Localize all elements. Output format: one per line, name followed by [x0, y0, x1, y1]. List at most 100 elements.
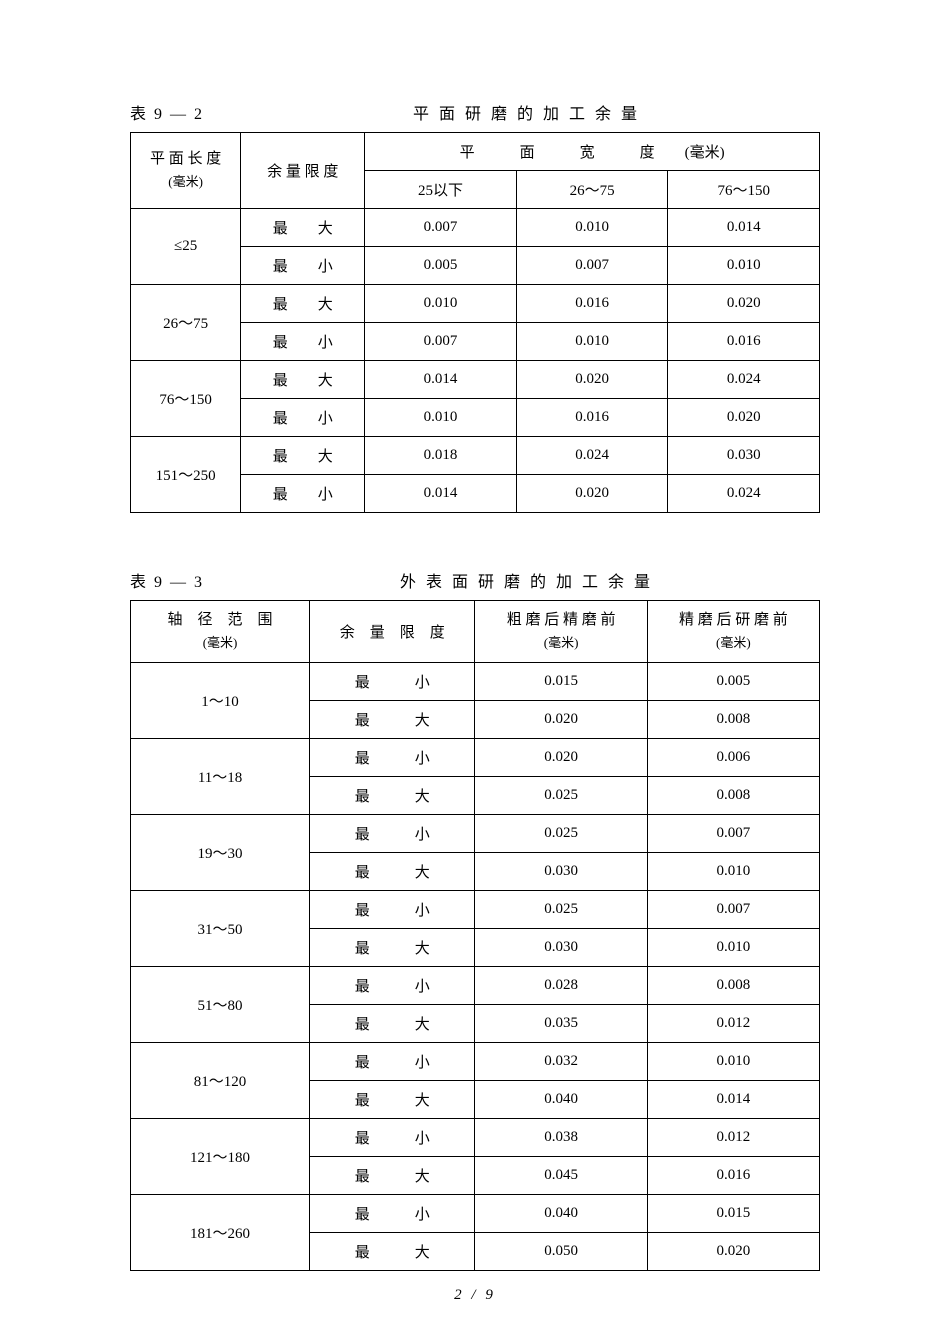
- table1-cell: 0.007: [365, 209, 517, 247]
- table2-cell: 0.010: [647, 1043, 819, 1081]
- table1-cell: 0.010: [365, 399, 517, 437]
- table1-limit: 最 小: [241, 475, 365, 513]
- table1-title: 平面研磨的加工余量: [340, 100, 820, 124]
- table1-label: 表 9 — 2: [130, 100, 340, 124]
- table-row: ≤25 最 大 0.007 0.010 0.014: [131, 209, 820, 247]
- table-row: 151～250 最 大 0.018 0.024 0.030: [131, 437, 820, 475]
- table2-range: 81～120: [131, 1043, 310, 1119]
- table-row: 121～180 最 小 0.038 0.012: [131, 1119, 820, 1157]
- table2-range: 31～50: [131, 891, 310, 967]
- table2-cell: 0.008: [647, 701, 819, 739]
- table-row: 181～260 最 小 0.040 0.015: [131, 1195, 820, 1233]
- table2-header-col1: 粗 磨 后 精 磨 前 (毫米): [475, 601, 647, 663]
- table2-limit: 最 小: [310, 739, 475, 777]
- page-number: 2 / 9: [0, 1287, 950, 1304]
- table1-header-widthgroup: 平 面 宽 度 (毫米): [365, 133, 820, 171]
- table1-header-widthcol0: 25以下: [365, 171, 517, 209]
- table1-limit: 最 大: [241, 285, 365, 323]
- table2-cell: 0.050: [475, 1233, 647, 1271]
- table2-cell: 0.010: [647, 853, 819, 891]
- table1-cell: 0.014: [365, 361, 517, 399]
- table1-header-widthcol1: 26～75: [516, 171, 668, 209]
- table2-header-row: 轴 径 范 围 (毫米) 余 量 限 度 粗 磨 后 精 磨 前 (毫米) 精 …: [131, 601, 820, 663]
- table2-label: 表 9 — 3: [130, 568, 340, 592]
- table1-header-planelength-text: 平 面 长 度: [150, 151, 221, 167]
- table1-cell: 0.007: [365, 323, 517, 361]
- table2-limit: 最 小: [310, 891, 475, 929]
- table1-cell: 0.024: [516, 437, 668, 475]
- table2-limit: 最 大: [310, 1005, 475, 1043]
- table2-limit: 最 大: [310, 1157, 475, 1195]
- table1-cell: 0.014: [668, 209, 820, 247]
- table1-cell: 0.016: [516, 285, 668, 323]
- table2-cell: 0.020: [475, 701, 647, 739]
- table1-cell: 0.018: [365, 437, 517, 475]
- table-row: 19～30 最 小 0.025 0.007: [131, 815, 820, 853]
- table-row: 51～80 最 小 0.028 0.008: [131, 967, 820, 1005]
- table1-range: ≤25: [131, 209, 241, 285]
- table2-limit: 最 大: [310, 1233, 475, 1271]
- table2-limit: 最 大: [310, 853, 475, 891]
- table2-cell: 0.006: [647, 739, 819, 777]
- table1-header-planelength-unit: (毫米): [168, 174, 203, 189]
- table2-range: 1～10: [131, 663, 310, 739]
- table2-cell: 0.025: [475, 777, 647, 815]
- table1-cell: 0.010: [365, 285, 517, 323]
- table1-limit: 最 大: [241, 209, 365, 247]
- table2-cell: 0.020: [647, 1233, 819, 1271]
- table2-cell: 0.007: [647, 891, 819, 929]
- table1-cell: 0.020: [668, 285, 820, 323]
- table2-cell: 0.012: [647, 1005, 819, 1043]
- table1-header-widthcol2: 76～150: [668, 171, 820, 209]
- table2-header-col2: 精 磨 后 研 磨 前 (毫米): [647, 601, 819, 663]
- table2-title: 外表面研磨的加工余量: [340, 568, 820, 592]
- table1-cell: 0.016: [516, 399, 668, 437]
- table2-heading: 表 9 — 3 外表面研磨的加工余量: [130, 568, 820, 592]
- table2-cell: 0.040: [475, 1081, 647, 1119]
- table2-limit: 最 小: [310, 1119, 475, 1157]
- table2-cell: 0.015: [475, 663, 647, 701]
- table2-range: 181～260: [131, 1195, 310, 1271]
- table1-cell: 0.010: [516, 323, 668, 361]
- table2-cell: 0.010: [647, 929, 819, 967]
- table1-cell: 0.024: [668, 361, 820, 399]
- table1-cell: 0.016: [668, 323, 820, 361]
- table-row: 31～50 最 小 0.025 0.007: [131, 891, 820, 929]
- table2-cell: 0.032: [475, 1043, 647, 1081]
- table1-range: 151～250: [131, 437, 241, 513]
- table2-cell: 0.016: [647, 1157, 819, 1195]
- table-row: 1～10 最 小 0.015 0.005: [131, 663, 820, 701]
- table2-range: 19～30: [131, 815, 310, 891]
- table1-range: 26～75: [131, 285, 241, 361]
- table1-cell: 0.010: [516, 209, 668, 247]
- table2-cell: 0.030: [475, 853, 647, 891]
- table2-cell: 0.025: [475, 815, 647, 853]
- table2-cell: 0.045: [475, 1157, 647, 1195]
- table2-cell: 0.007: [647, 815, 819, 853]
- table2-cell: 0.008: [647, 777, 819, 815]
- table1-cell: 0.020: [516, 475, 668, 513]
- table-row: 76～150 最 大 0.014 0.020 0.024: [131, 361, 820, 399]
- table2-header-shaftrange: 轴 径 范 围 (毫米): [131, 601, 310, 663]
- table2-range: 51～80: [131, 967, 310, 1043]
- table2-range: 121～180: [131, 1119, 310, 1195]
- table1-limit: 最 小: [241, 247, 365, 285]
- table1-limit: 最 小: [241, 323, 365, 361]
- table-row: 26～75 最 大 0.010 0.016 0.020: [131, 285, 820, 323]
- table1-range: 76～150: [131, 361, 241, 437]
- table2-cell: 0.020: [475, 739, 647, 777]
- table2-cell: 0.025: [475, 891, 647, 929]
- table2-cell: 0.014: [647, 1081, 819, 1119]
- table2-cell: 0.015: [647, 1195, 819, 1233]
- table1-header-row1: 平 面 长 度 (毫米) 余 量 限 度 平 面 宽 度 (毫米): [131, 133, 820, 171]
- table2-limit: 最 大: [310, 701, 475, 739]
- table1-cell: 0.010: [668, 247, 820, 285]
- table-row: 11～18 最 小 0.020 0.006: [131, 739, 820, 777]
- table2-cell: 0.030: [475, 929, 647, 967]
- table1-cell: 0.014: [365, 475, 517, 513]
- table2-limit: 最 小: [310, 1043, 475, 1081]
- table-row: 81～120 最 小 0.032 0.010: [131, 1043, 820, 1081]
- table2-limit: 最 小: [310, 1195, 475, 1233]
- table1-heading: 表 9 — 2 平面研磨的加工余量: [130, 100, 820, 124]
- table1-cell: 0.030: [668, 437, 820, 475]
